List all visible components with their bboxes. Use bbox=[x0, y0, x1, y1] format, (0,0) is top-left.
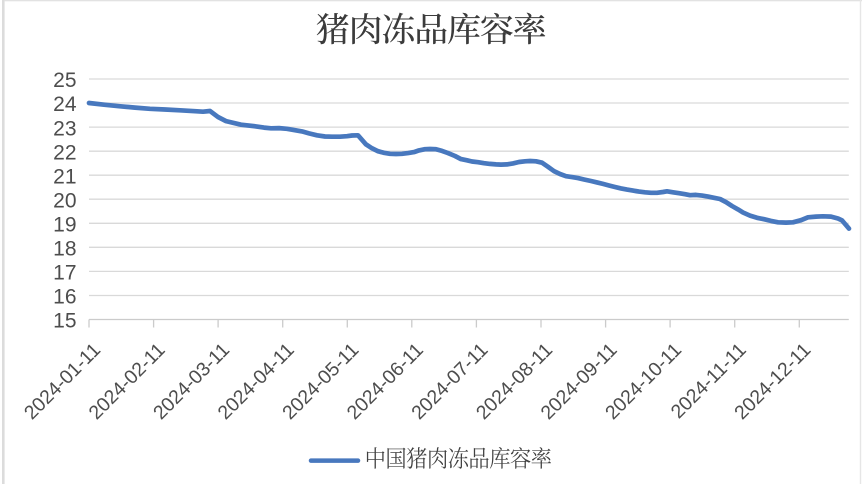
svg-text:20: 20 bbox=[53, 189, 76, 212]
svg-text:18: 18 bbox=[53, 238, 76, 261]
svg-text:23: 23 bbox=[53, 117, 76, 140]
svg-text:25: 25 bbox=[53, 69, 76, 92]
svg-text:21: 21 bbox=[53, 165, 76, 188]
svg-text:22: 22 bbox=[53, 141, 76, 164]
svg-text:17: 17 bbox=[53, 262, 76, 285]
svg-text:15: 15 bbox=[53, 310, 76, 333]
svg-text:19: 19 bbox=[53, 214, 76, 237]
svg-text:24: 24 bbox=[53, 93, 77, 116]
svg-text:16: 16 bbox=[53, 286, 76, 309]
